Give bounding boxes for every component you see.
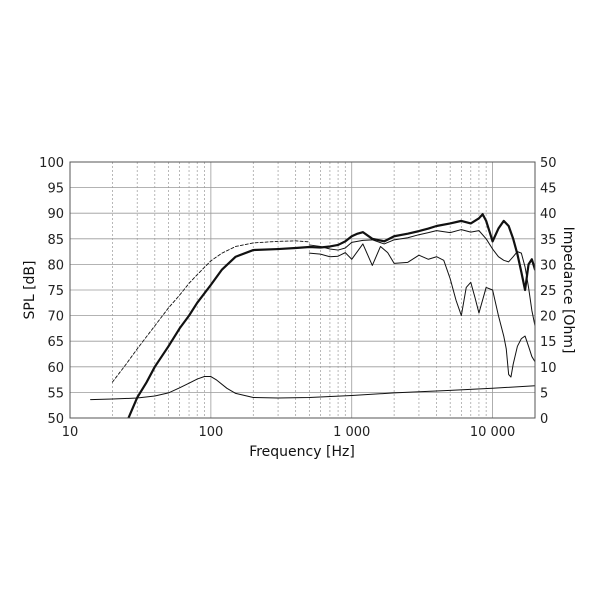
y-tick-label: 60 [47, 361, 64, 376]
y-tick-label: 65 [47, 335, 64, 350]
x-tick-label: 10 000 [470, 425, 516, 440]
y-tick-label: 100 [39, 156, 64, 171]
y-tick-labels: 50 55 60 65 70 75 80 85 90 95 100 [39, 156, 64, 427]
y-tick-label: 95 [47, 182, 64, 197]
y2-tick-label: 10 [540, 361, 557, 376]
y2-tick-labels: 0 5 10 15 20 25 30 35 40 45 50 [540, 156, 557, 427]
series-line-1 [111, 240, 310, 383]
y2-tick-label: 30 [540, 258, 557, 273]
series-line-5 [90, 376, 535, 401]
series-layer [90, 213, 535, 418]
y2-tick-label: 0 [540, 412, 548, 427]
y2-tick-label: 35 [540, 233, 557, 248]
x-tick-label: 10 [62, 425, 79, 440]
y-tick-label: 50 [47, 412, 64, 427]
series-line-2 [127, 213, 535, 418]
series-line-4 [308, 243, 535, 378]
y-tick-label: 85 [47, 233, 64, 248]
y2-tick-label: 25 [540, 284, 557, 299]
y-tick-label: 75 [47, 284, 64, 299]
x-tick-labels: 10 100 1 000 10 000 [62, 425, 516, 440]
y2-tick-label: 40 [540, 207, 557, 222]
y2-tick-label: 15 [540, 335, 557, 350]
y-tick-label: 55 [47, 386, 64, 401]
y2-tick-label: 20 [540, 310, 557, 325]
y2-axis-title: Impedance [Ohm] [560, 227, 576, 354]
x-tick-label: 1 000 [333, 425, 370, 440]
series-line-3 [308, 229, 535, 327]
y2-tick-label: 45 [540, 182, 557, 197]
y-tick-label: 70 [47, 310, 64, 325]
x-axis-title: Frequency [Hz] [249, 444, 355, 460]
y2-tick-label: 5 [540, 386, 548, 401]
y-axis-title: SPL [dB] [22, 261, 38, 320]
y-tick-label: 90 [47, 207, 64, 222]
y-tick-label: 80 [47, 258, 64, 273]
y2-tick-label: 50 [540, 156, 557, 171]
x-tick-label: 100 [198, 425, 223, 440]
plot-frame [69, 161, 536, 419]
